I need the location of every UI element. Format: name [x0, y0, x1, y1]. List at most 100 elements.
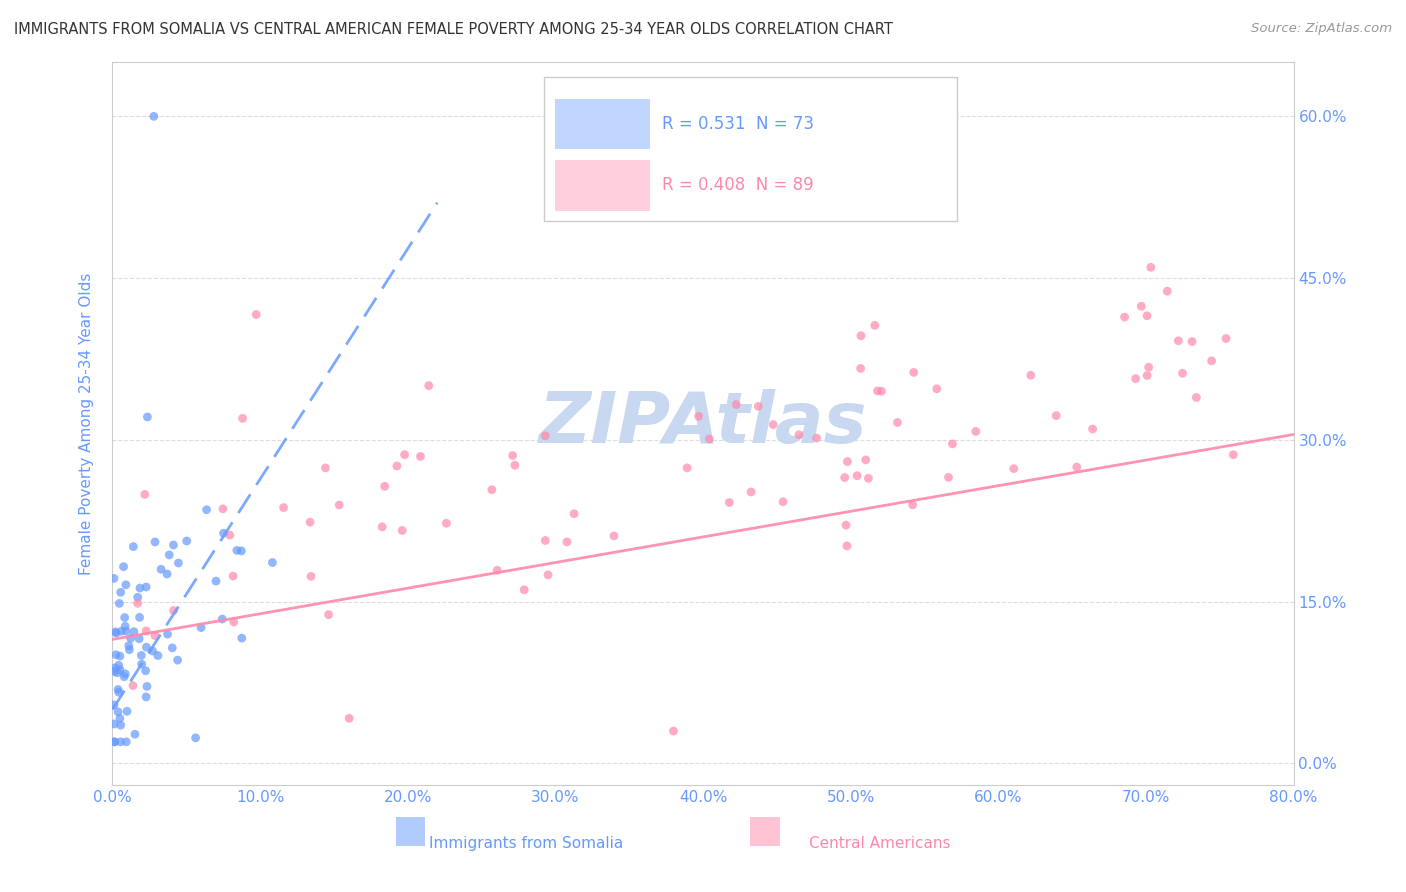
- Point: [103, 717, 125, 731]
- Point: [103, 698, 125, 712]
- Point: [114, 619, 136, 633]
- Point: [218, 528, 240, 542]
- Point: [314, 461, 336, 475]
- Point: [131, 657, 153, 671]
- Point: [115, 704, 138, 718]
- Point: [104, 648, 127, 662]
- Point: [938, 470, 960, 484]
- Point: [925, 382, 948, 396]
- Point: [1215, 331, 1237, 345]
- Point: [481, 483, 503, 497]
- Point: [212, 501, 235, 516]
- Point: [328, 498, 350, 512]
- Point: [1181, 334, 1204, 349]
- Point: [104, 624, 127, 639]
- Point: [688, 409, 710, 424]
- Text: Immigrants from Somalia: Immigrants from Somalia: [429, 836, 623, 851]
- Point: [1045, 409, 1067, 423]
- Point: [135, 580, 157, 594]
- Point: [110, 624, 132, 639]
- Point: [858, 471, 880, 485]
- Point: [103, 665, 125, 679]
- Text: ZIPAtlas: ZIPAtlas: [538, 389, 868, 458]
- Point: [105, 665, 128, 680]
- Point: [391, 524, 413, 538]
- Point: [184, 731, 207, 745]
- Point: [231, 544, 253, 558]
- Point: [1019, 368, 1042, 383]
- Point: [1114, 310, 1136, 325]
- Point: [115, 624, 138, 638]
- Point: [1137, 360, 1160, 375]
- Point: [231, 631, 253, 645]
- Point: [806, 431, 828, 445]
- Text: Central Americans: Central Americans: [810, 836, 950, 851]
- Point: [1136, 309, 1159, 323]
- Point: [1171, 366, 1194, 380]
- Point: [941, 437, 963, 451]
- Point: [863, 318, 886, 333]
- Point: [225, 543, 247, 558]
- Point: [299, 515, 322, 529]
- Point: [136, 680, 159, 694]
- Point: [1139, 260, 1161, 275]
- Point: [772, 495, 794, 509]
- Point: [103, 571, 125, 585]
- Point: [124, 727, 146, 741]
- Point: [110, 735, 132, 749]
- Point: [135, 690, 157, 704]
- Point: [537, 568, 560, 582]
- Point: [112, 670, 135, 684]
- Point: [1136, 368, 1159, 383]
- Point: [222, 569, 245, 583]
- Point: [513, 582, 536, 597]
- Point: [211, 612, 233, 626]
- Point: [135, 640, 157, 655]
- Point: [190, 621, 212, 635]
- Point: [135, 624, 157, 638]
- Point: [205, 574, 228, 589]
- Point: [1081, 422, 1104, 436]
- Point: [787, 427, 810, 442]
- FancyBboxPatch shape: [396, 817, 426, 847]
- Point: [837, 454, 859, 468]
- Point: [1201, 353, 1223, 368]
- Point: [122, 540, 145, 554]
- Point: [835, 518, 858, 533]
- Point: [903, 365, 925, 379]
- Point: [142, 109, 165, 123]
- Point: [114, 610, 136, 624]
- Point: [108, 663, 131, 677]
- Point: [1125, 371, 1147, 385]
- Point: [534, 533, 557, 548]
- Point: [1130, 299, 1153, 313]
- Point: [118, 642, 141, 657]
- Point: [1167, 334, 1189, 348]
- Point: [110, 718, 132, 732]
- Y-axis label: Female Poverty Among 25-34 Year Olds: Female Poverty Among 25-34 Year Olds: [79, 273, 94, 574]
- Point: [436, 516, 458, 531]
- Point: [122, 624, 145, 639]
- Point: [371, 520, 394, 534]
- Point: [115, 735, 138, 749]
- Point: [129, 581, 152, 595]
- Point: [245, 308, 267, 322]
- Point: [418, 378, 440, 392]
- Point: [603, 529, 626, 543]
- Point: [157, 548, 180, 562]
- Point: [127, 591, 149, 605]
- Text: R = 0.408  N = 89: R = 0.408 N = 89: [662, 177, 813, 194]
- Point: [156, 566, 179, 581]
- Point: [105, 626, 128, 640]
- Point: [120, 632, 142, 646]
- Point: [107, 685, 129, 699]
- Point: [762, 417, 785, 432]
- Point: [108, 711, 131, 725]
- Point: [115, 578, 138, 592]
- Point: [1002, 461, 1025, 475]
- FancyBboxPatch shape: [751, 817, 780, 847]
- Point: [725, 398, 748, 412]
- Point: [385, 458, 408, 473]
- Text: IMMIGRANTS FROM SOMALIA VS CENTRAL AMERICAN FEMALE POVERTY AMONG 25-34 YEAR OLDS: IMMIGRANTS FROM SOMALIA VS CENTRAL AMERI…: [14, 22, 893, 37]
- Point: [104, 735, 127, 749]
